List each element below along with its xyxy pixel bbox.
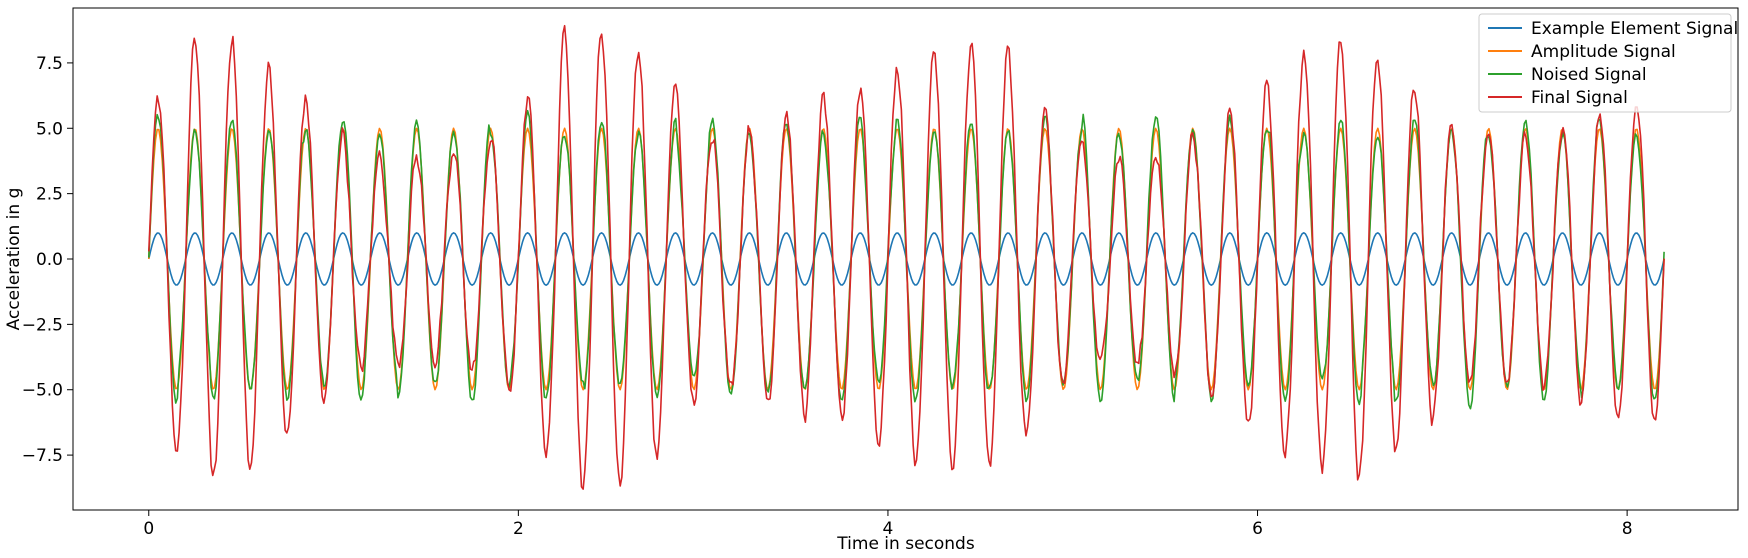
x-tick-label: 6 — [1252, 519, 1263, 539]
x-tick-label: 4 — [883, 519, 894, 539]
legend-label: Final Signal — [1531, 88, 1628, 108]
legend-box — [1478, 13, 1732, 113]
x-axis: 0 2 4 6 8 — [143, 510, 1633, 539]
legend: Example Element Signal Amplitude Signal No… — [1478, 13, 1738, 113]
x-tick-label: 2 — [513, 519, 524, 539]
y-axis-label: Acceleration in g — [4, 188, 24, 331]
y-tick-label: 0.0 — [36, 250, 63, 270]
y-tick-label: −2.5 — [22, 315, 63, 335]
y-axis: −7.5 −5.0 −2.5 0.0 2.5 5.0 7.5 — [22, 54, 73, 466]
series-line-3 — [147, 24, 1665, 490]
y-tick-label: 5.0 — [36, 119, 63, 139]
y-tick-label: −7.5 — [22, 446, 63, 466]
plot-area — [147, 24, 1665, 490]
legend-label: Example Element Signal — [1531, 19, 1738, 39]
x-tick-label: 0 — [143, 519, 154, 539]
y-tick-label: 2.5 — [36, 185, 63, 205]
legend-label: Amplitude Signal — [1531, 42, 1676, 62]
legend-label: Noised Signal — [1531, 65, 1647, 85]
y-tick-label: −5.0 — [22, 381, 63, 401]
x-axis-label: Time in seconds — [836, 534, 975, 554]
x-tick-label: 8 — [1622, 519, 1633, 539]
y-tick-label: 7.5 — [36, 54, 63, 74]
